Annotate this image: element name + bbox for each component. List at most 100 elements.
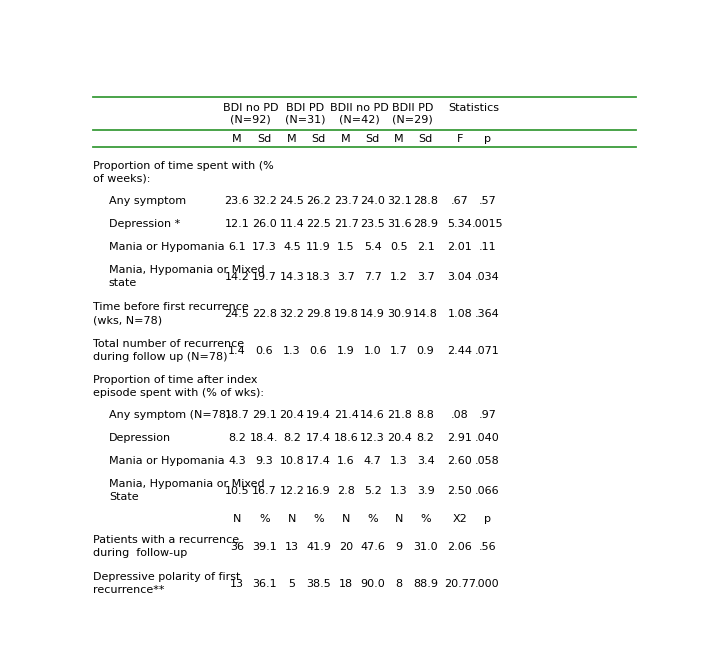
Text: Mania or Hypomania: Mania or Hypomania [109, 242, 224, 252]
Text: M: M [287, 134, 297, 144]
Text: 20: 20 [339, 542, 353, 552]
Text: 3.04: 3.04 [447, 272, 472, 282]
Text: 1.9: 1.9 [337, 346, 355, 356]
Text: (N=92): (N=92) [230, 115, 271, 125]
Text: Statistics: Statistics [448, 103, 499, 113]
Text: 26.0: 26.0 [252, 219, 277, 229]
Text: 1.3: 1.3 [390, 485, 408, 496]
Text: Any symptom (N=78): Any symptom (N=78) [109, 410, 230, 420]
Text: Mania, Hypomania or Mixed
state: Mania, Hypomania or Mixed state [109, 265, 264, 288]
Text: 20.4: 20.4 [280, 410, 305, 420]
Text: 12.1: 12.1 [224, 219, 249, 229]
Text: p: p [484, 134, 491, 144]
Text: 0.6: 0.6 [310, 346, 328, 356]
Text: 28.8: 28.8 [413, 196, 438, 206]
Text: 20.4: 20.4 [387, 433, 412, 443]
Text: 1.7: 1.7 [390, 346, 408, 356]
Text: 19.8: 19.8 [334, 309, 359, 319]
Text: 1.0: 1.0 [364, 346, 382, 356]
Text: .97: .97 [478, 410, 496, 420]
Text: 6.1: 6.1 [228, 242, 246, 252]
Text: 5.4: 5.4 [364, 242, 382, 252]
Text: 8.2: 8.2 [417, 433, 434, 443]
Text: Depressive polarity of first
recurrence**: Depressive polarity of first recurrence*… [93, 572, 241, 595]
Text: 14.8: 14.8 [413, 309, 438, 319]
Text: 31.6: 31.6 [387, 219, 412, 229]
Text: 29.1: 29.1 [252, 410, 277, 420]
Text: 20.77: 20.77 [444, 579, 476, 589]
Text: 0.9: 0.9 [417, 346, 434, 356]
Text: 36: 36 [230, 542, 244, 552]
Text: BDII no PD: BDII no PD [330, 103, 389, 113]
Text: BDI PD: BDI PD [286, 103, 325, 113]
Text: 23.5: 23.5 [360, 219, 385, 229]
Text: 32.2: 32.2 [252, 196, 277, 206]
Text: N: N [342, 513, 350, 524]
Text: Proportion of time spent with (%
of weeks):: Proportion of time spent with (% of week… [93, 161, 274, 184]
Text: 39.1: 39.1 [252, 542, 277, 552]
Text: 38.5: 38.5 [306, 579, 331, 589]
Text: N: N [233, 513, 241, 524]
Text: 18.4.: 18.4. [250, 433, 278, 443]
Text: 24.5: 24.5 [224, 309, 249, 319]
Text: 0.6: 0.6 [256, 346, 273, 356]
Text: 4.7: 4.7 [364, 456, 382, 466]
Text: 16.9: 16.9 [306, 485, 331, 496]
Text: Sd: Sd [365, 134, 379, 144]
Text: 21.7: 21.7 [334, 219, 359, 229]
Text: 0.5: 0.5 [390, 242, 408, 252]
Text: 16.7: 16.7 [252, 485, 277, 496]
Text: Patients with a recurrence
during  follow-up: Patients with a recurrence during follow… [93, 535, 239, 558]
Text: 14.6: 14.6 [360, 410, 385, 420]
Text: %: % [367, 513, 378, 524]
Text: 23.7: 23.7 [334, 196, 359, 206]
Text: 3.7: 3.7 [337, 272, 355, 282]
Text: 3.4: 3.4 [417, 456, 434, 466]
Text: 11.9: 11.9 [306, 242, 331, 252]
Text: 21.4: 21.4 [334, 410, 359, 420]
Text: 1.6: 1.6 [337, 456, 355, 466]
Text: Mania, Hypomania or Mixed
State: Mania, Hypomania or Mixed State [109, 479, 264, 502]
Text: 10.8: 10.8 [280, 456, 305, 466]
Text: 13: 13 [285, 542, 299, 552]
Text: .11: .11 [478, 242, 496, 252]
Text: %: % [420, 513, 431, 524]
Text: .000: .000 [475, 579, 500, 589]
Text: 90.0: 90.0 [360, 579, 385, 589]
Text: Depression: Depression [109, 433, 171, 443]
Text: 8: 8 [396, 579, 403, 589]
Text: 11.4: 11.4 [280, 219, 305, 229]
Text: .066: .066 [475, 485, 500, 496]
Text: 22.8: 22.8 [252, 309, 277, 319]
Text: 18: 18 [339, 579, 353, 589]
Text: 41.9: 41.9 [306, 542, 331, 552]
Text: .56: .56 [478, 542, 496, 552]
Text: 1.5: 1.5 [337, 242, 355, 252]
Text: .57: .57 [478, 196, 496, 206]
Text: 24.0: 24.0 [360, 196, 385, 206]
Text: 5.2: 5.2 [364, 485, 382, 496]
Text: Depression *: Depression * [109, 219, 180, 229]
Text: 26.2: 26.2 [306, 196, 331, 206]
Text: 18.7: 18.7 [224, 410, 249, 420]
Text: 22.5: 22.5 [306, 219, 331, 229]
Text: Proportion of time after index
episode spent with (% of wks):: Proportion of time after index episode s… [93, 375, 264, 398]
Text: Sd: Sd [311, 134, 325, 144]
Text: Sd: Sd [419, 134, 433, 144]
Text: 3.9: 3.9 [417, 485, 434, 496]
Text: .0015: .0015 [471, 219, 503, 229]
Text: 9: 9 [396, 542, 403, 552]
Text: 5: 5 [288, 579, 295, 589]
Text: 2.44: 2.44 [447, 346, 472, 356]
Text: 1.4: 1.4 [228, 346, 246, 356]
Text: 2.06: 2.06 [447, 542, 472, 552]
Text: 19.4: 19.4 [306, 410, 331, 420]
Text: 30.9: 30.9 [387, 309, 412, 319]
Text: M: M [394, 134, 404, 144]
Text: 8.2: 8.2 [283, 433, 301, 443]
Text: M: M [232, 134, 241, 144]
Text: Any symptom: Any symptom [109, 196, 186, 206]
Text: 31.0: 31.0 [413, 542, 438, 552]
Text: 7.7: 7.7 [364, 272, 382, 282]
Text: Total number of recurrence
during follow up (N=78): Total number of recurrence during follow… [93, 339, 244, 362]
